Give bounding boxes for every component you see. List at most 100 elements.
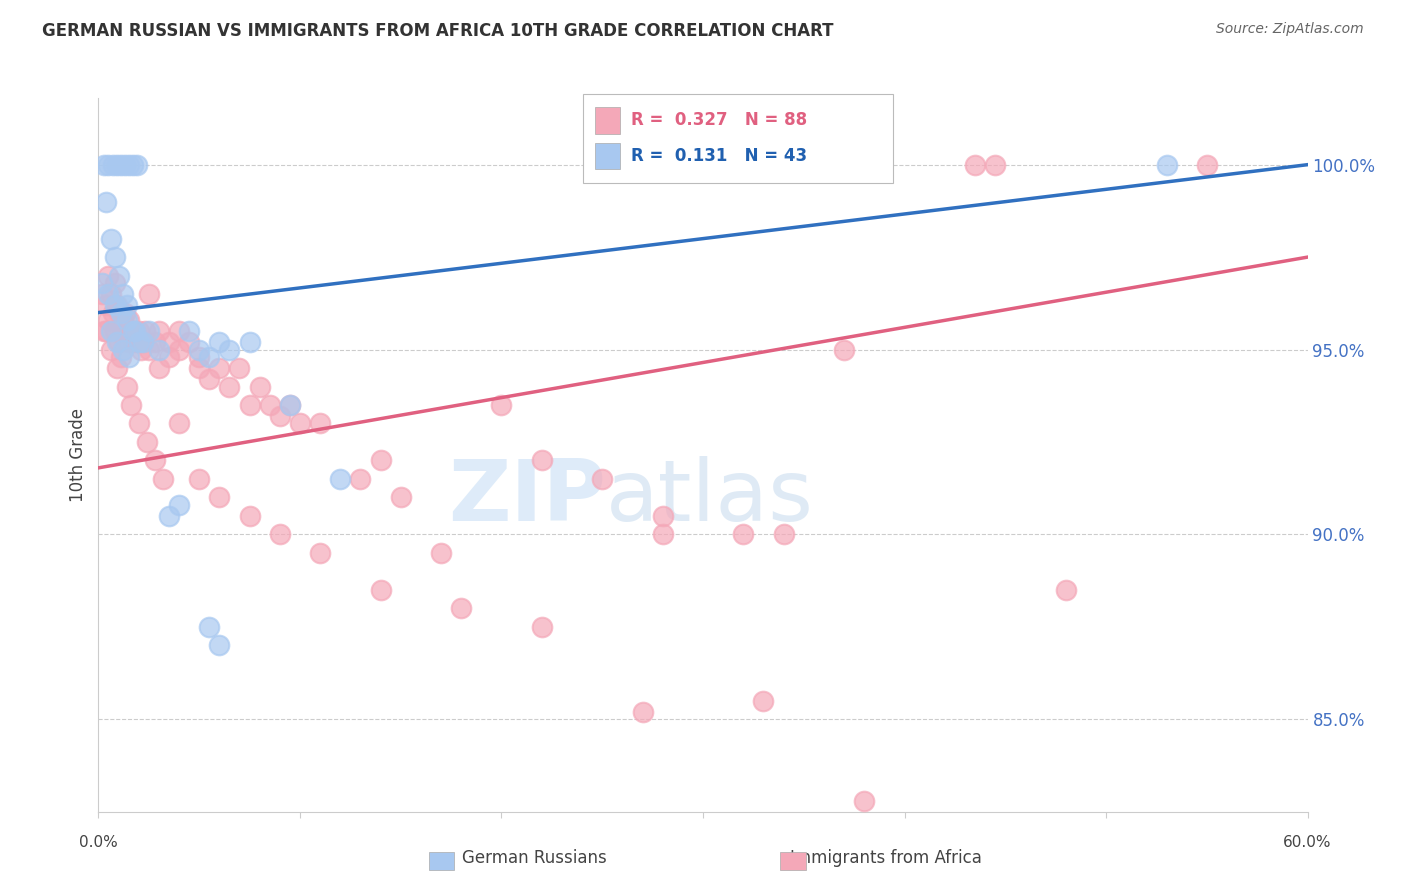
Point (530, 620, 553, 634)
Point (370, 453, 392, 467)
Point (97, 158, 120, 172)
Point (96, 324, 118, 338)
Point (111, 324, 134, 338)
Point (97, 287, 120, 301)
Point (100, 324, 122, 338)
Point (148, 343, 170, 357)
Point (188, 350, 211, 364)
Point (120, 398, 142, 412)
Point (105, 298, 128, 312)
Point (832, 343, 855, 357)
Point (110, 158, 132, 172)
Point (349, 472, 371, 486)
Y-axis label: 10th Grade: 10th Grade (69, 408, 87, 502)
Point (91, 287, 114, 301)
Point (148, 361, 170, 376)
Text: 60.0%: 60.0% (1284, 836, 1331, 850)
Point (107, 335, 129, 350)
Point (93, 324, 115, 338)
Point (309, 546, 332, 560)
Point (129, 343, 152, 357)
Point (124, 324, 146, 338)
Point (198, 620, 221, 634)
Point (1054, 582, 1077, 597)
Point (97, 268, 120, 283)
Point (651, 508, 673, 523)
Point (111, 343, 134, 357)
Point (118, 158, 141, 172)
Point (125, 335, 148, 350)
Point (105, 158, 128, 172)
Text: ZIP: ZIP (449, 456, 606, 540)
Point (208, 361, 231, 376)
Point (101, 158, 124, 172)
Point (100, 343, 122, 357)
Point (329, 472, 352, 486)
Point (733, 527, 755, 541)
Point (965, 158, 987, 172)
Point (218, 379, 240, 393)
Point (772, 527, 794, 541)
Point (118, 350, 141, 364)
Text: Immigrants from Africa: Immigrants from Africa (790, 849, 981, 867)
Point (259, 398, 281, 412)
Point (128, 335, 150, 350)
Point (118, 313, 141, 327)
Point (491, 398, 513, 412)
Point (115, 324, 138, 338)
Point (157, 508, 180, 523)
Point (121, 324, 143, 338)
Point (152, 472, 174, 486)
Point (269, 527, 291, 541)
Text: atlas: atlas (606, 456, 814, 540)
Point (249, 379, 271, 393)
Point (124, 324, 146, 338)
Point (984, 158, 1007, 172)
Point (188, 361, 211, 376)
Point (110, 305, 132, 319)
Point (96, 194, 118, 209)
Point (96, 298, 118, 312)
Point (208, 491, 231, 505)
Point (278, 398, 301, 412)
Point (118, 335, 141, 350)
Point (148, 324, 170, 338)
Point (143, 453, 166, 467)
Point (107, 305, 129, 319)
Point (103, 250, 125, 264)
Point (167, 343, 190, 357)
Point (208, 638, 231, 652)
Text: German Russians: German Russians (463, 849, 606, 867)
Point (97, 313, 120, 327)
Point (100, 287, 122, 301)
Point (111, 287, 134, 301)
Point (115, 313, 138, 327)
Point (91, 276, 114, 290)
Point (179, 324, 201, 338)
Point (115, 379, 138, 393)
Point (591, 472, 613, 486)
Point (752, 694, 775, 708)
Point (218, 343, 240, 357)
Point (278, 398, 301, 412)
Point (530, 453, 553, 467)
Point (269, 409, 291, 423)
Point (138, 343, 160, 357)
Point (1195, 158, 1218, 172)
Point (132, 335, 155, 350)
Point (107, 268, 129, 283)
Point (110, 305, 132, 319)
Point (631, 705, 654, 719)
Point (430, 546, 453, 560)
Point (198, 372, 221, 386)
Point (101, 305, 124, 319)
Point (157, 335, 180, 350)
Point (121, 158, 143, 172)
Point (309, 417, 332, 431)
Point (208, 335, 231, 350)
Point (114, 305, 136, 319)
Point (103, 276, 125, 290)
Point (239, 508, 262, 523)
Point (128, 417, 150, 431)
Point (288, 417, 311, 431)
